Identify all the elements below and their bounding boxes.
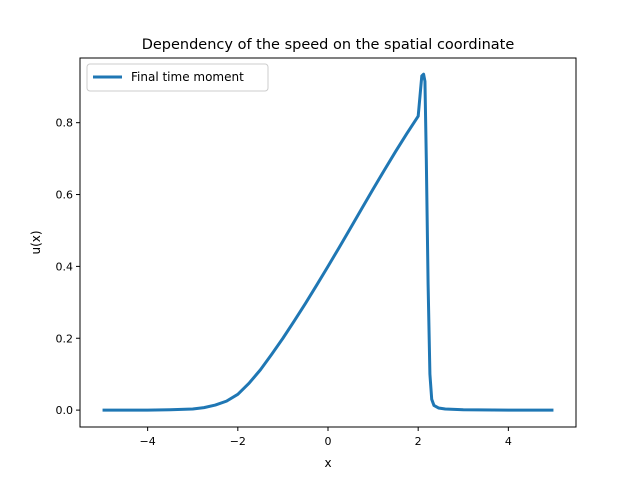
x-tick-label: 0 <box>325 435 332 448</box>
x-tick-label: −2 <box>230 435 246 448</box>
x-tick-label: −4 <box>140 435 156 448</box>
y-tick-label: 0.4 <box>56 260 74 273</box>
x-axis-label: x <box>324 456 331 470</box>
x-axis-ticks: −4 −2 0 2 4 <box>140 427 512 448</box>
legend-box <box>86 63 269 92</box>
y-tick-label: 0.0 <box>56 404 74 417</box>
y-axis-label: u(x) <box>29 230 43 254</box>
y-axis-ticks: 0.0 0.2 0.4 0.6 0.8 <box>56 117 80 417</box>
chart-title: Dependency of the speed on the spatial c… <box>142 37 515 53</box>
y-tick-label: 0.8 <box>56 117 74 130</box>
y-tick-label: 0.6 <box>56 189 74 202</box>
legend-entry-label: Final time moment <box>131 70 244 84</box>
x-tick-label: 2 <box>415 435 422 448</box>
series-line-final-time-moment <box>102 72 554 412</box>
legend: Final time moment <box>86 63 269 92</box>
x-tick-label: 4 <box>505 435 512 448</box>
y-tick-label: 0.2 <box>56 332 74 345</box>
